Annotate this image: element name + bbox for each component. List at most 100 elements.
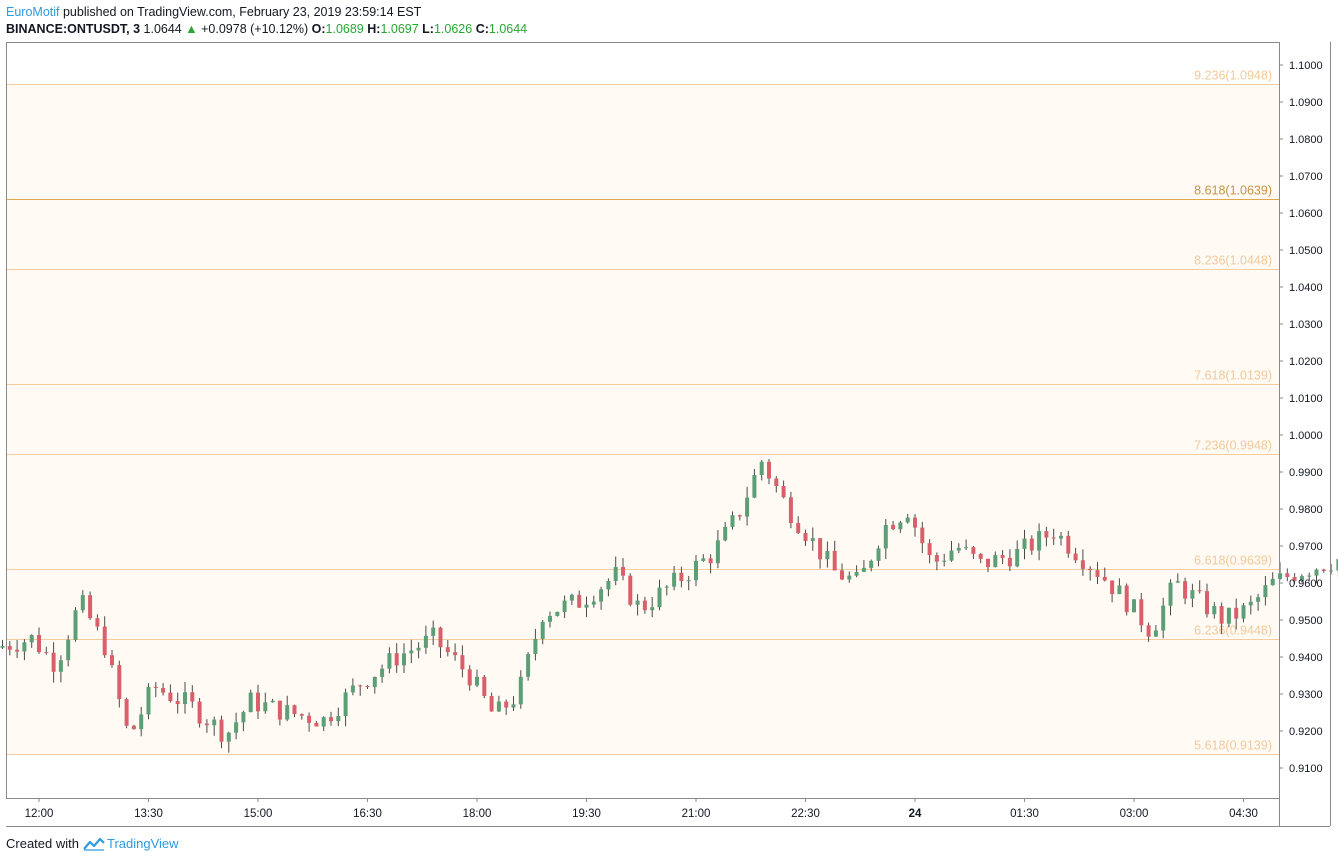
candle-body	[818, 538, 823, 560]
candle-body	[1314, 569, 1319, 576]
fib-band	[6, 84, 1279, 199]
price-tick-label: 1.0900	[1289, 97, 1323, 109]
candle-body	[737, 515, 742, 517]
candle-up	[1299, 574, 1304, 583]
candle-body	[621, 567, 625, 576]
candle-body	[672, 572, 677, 587]
time-axis[interactable]: 12:00 13:30 15:00 16:30 18:00 19:30 21:00 22:30…	[25, 798, 1258, 820]
candle-body	[270, 700, 275, 703]
candle-body	[190, 692, 195, 702]
candle-up	[387, 647, 392, 674]
candle-body	[701, 558, 706, 561]
candle-up	[657, 579, 662, 611]
candle-up	[701, 554, 706, 562]
candle-up	[949, 540, 954, 562]
candle-body	[1256, 597, 1261, 602]
candle-body	[1234, 607, 1239, 619]
candle-up	[183, 681, 187, 714]
candle-body	[299, 714, 304, 716]
candle-body	[402, 653, 406, 666]
candle-down	[927, 539, 932, 564]
candle-up	[1190, 583, 1195, 608]
candle-body	[781, 485, 786, 498]
candle-body	[423, 635, 428, 648]
candle-down	[124, 697, 129, 729]
candle-up	[1256, 593, 1261, 611]
candle-body	[343, 692, 348, 717]
close-value: 1.0644	[488, 22, 528, 36]
time-tick-label: 21:00	[682, 808, 711, 820]
candle-up	[730, 511, 735, 530]
candle-up	[869, 559, 874, 572]
candle-down	[292, 704, 297, 718]
candle-body	[635, 600, 640, 605]
candle-body	[1226, 607, 1231, 624]
tradingview-brand[interactable]: TradingView	[83, 836, 179, 851]
candle-body	[263, 702, 268, 712]
candle-body	[1321, 569, 1326, 571]
fib-extension-levels: 9.236(1.0948) 8.618(1.0639) 8.236(1.0448) 7…	[6, 69, 1279, 755]
candle-up	[715, 530, 720, 569]
candle-body	[847, 575, 852, 580]
candle-body	[1080, 560, 1085, 569]
candle-body	[679, 572, 684, 582]
candle-down	[314, 721, 319, 727]
candle-body	[66, 639, 71, 661]
candle-body	[613, 567, 618, 581]
candle-body	[95, 618, 100, 627]
candle-up	[993, 551, 998, 568]
candle-body	[467, 669, 472, 686]
candle-down	[1139, 593, 1144, 633]
candle-down	[1234, 598, 1239, 630]
candle-up	[759, 459, 764, 481]
price-tick-label: 1.0800	[1289, 134, 1323, 146]
candle-down	[1066, 530, 1071, 558]
candle-down	[788, 491, 793, 529]
published-text: published on TradingView.com, February 2…	[62, 5, 422, 19]
candle-body	[898, 522, 903, 530]
candle-body	[438, 627, 443, 648]
candle-body	[752, 475, 757, 498]
candle-body	[650, 607, 655, 611]
candle-up	[1212, 602, 1217, 619]
candle-down	[102, 616, 107, 658]
candle-body	[540, 621, 545, 639]
candle-body	[1000, 555, 1005, 558]
candle-body	[942, 560, 947, 562]
candle-body	[1219, 606, 1224, 624]
candle-body	[664, 586, 669, 588]
price-axis[interactable]: 1.1000 1.0900 1.0800 1.0700 1.0600 1.0500 1.04…	[1279, 60, 1323, 775]
author-link[interactable]: EuroMotif	[6, 5, 60, 19]
candle-down	[818, 538, 823, 569]
candle-body	[0, 646, 5, 648]
candle-body	[1336, 559, 1338, 571]
candle-up	[854, 565, 859, 578]
candle-down	[774, 476, 779, 493]
candle-up	[1161, 597, 1166, 639]
candle-body	[15, 649, 20, 652]
candle-down	[299, 713, 304, 720]
candle-body	[949, 550, 954, 561]
candle-down	[577, 590, 582, 608]
price-tick-label: 1.0000	[1289, 430, 1323, 442]
candle-up	[212, 716, 217, 736]
candle-up	[423, 625, 428, 654]
candle-up	[496, 695, 501, 712]
candle-body	[1029, 538, 1034, 551]
candle-body	[1212, 606, 1217, 615]
candle-down	[1205, 583, 1209, 618]
price-tick-label: 1.0500	[1289, 245, 1323, 257]
candle-up	[1168, 579, 1173, 616]
price-tick-label: 0.9300	[1289, 689, 1323, 701]
candle-body	[774, 478, 779, 486]
candle-body	[913, 517, 917, 528]
fib-level-label: 6.618(0.9639)	[1194, 554, 1272, 568]
candle-up	[1175, 573, 1180, 583]
candle-body	[832, 550, 837, 571]
candle-body	[905, 517, 910, 523]
low-value: 1.0626	[433, 22, 473, 36]
candle-body	[861, 567, 866, 572]
candle-down	[781, 480, 786, 499]
price-tick-label: 1.0600	[1289, 208, 1323, 220]
